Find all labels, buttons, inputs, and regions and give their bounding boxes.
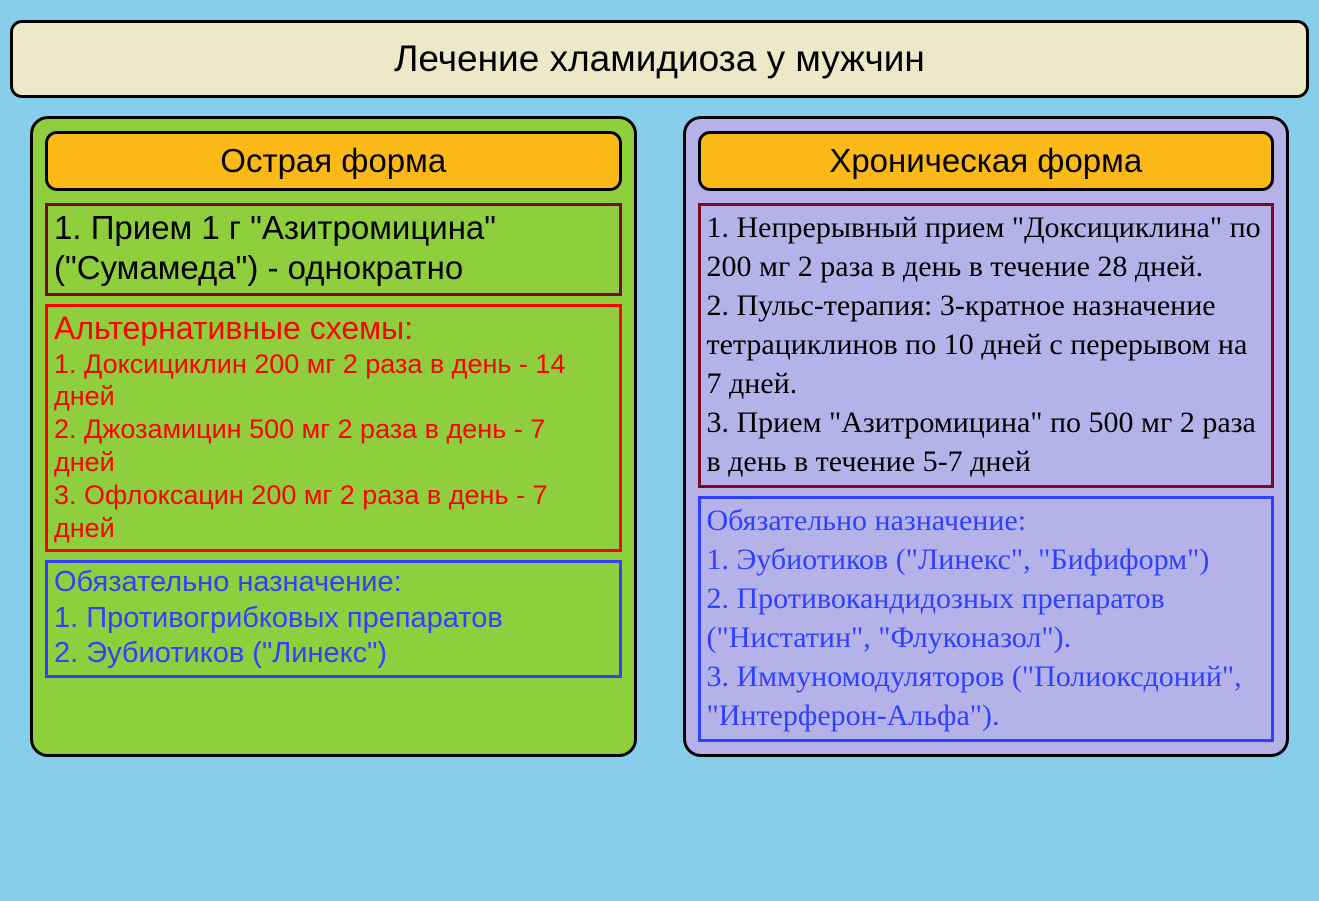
chronic-header: Хроническая форма	[698, 131, 1275, 191]
acute-header: Острая форма	[45, 131, 622, 191]
acute-card: Острая форма 1. Прием 1 г "Азитромицина"…	[30, 116, 637, 757]
columns-container: Острая форма 1. Прием 1 г "Азитромицина"…	[10, 116, 1309, 757]
page-title: Лечение хламидиоза у мужчин	[10, 20, 1309, 98]
chronic-card: Хроническая форма 1. Непрерывный прием "…	[683, 116, 1290, 757]
acute-alternative-block: Альтернативные схемы: 1. Доксициклин 200…	[45, 304, 622, 553]
chronic-primary-block: 1. Непрерывный прием "Доксициклина" по 2…	[698, 203, 1275, 488]
acute-mandatory-block: Обязательно назначение:1. Противогрибков…	[45, 560, 622, 678]
acute-primary-block: 1. Прием 1 г "Азитромицина" ("Сумамеда")…	[45, 203, 622, 296]
acute-alt-items: 1. Доксициклин 200 мг 2 раза в день - 14…	[54, 348, 613, 546]
chronic-mandatory-block: Обязательно назначение:1. Эубиотиков ("Л…	[698, 496, 1275, 742]
acute-alt-heading: Альтернативные схемы:	[54, 309, 613, 348]
